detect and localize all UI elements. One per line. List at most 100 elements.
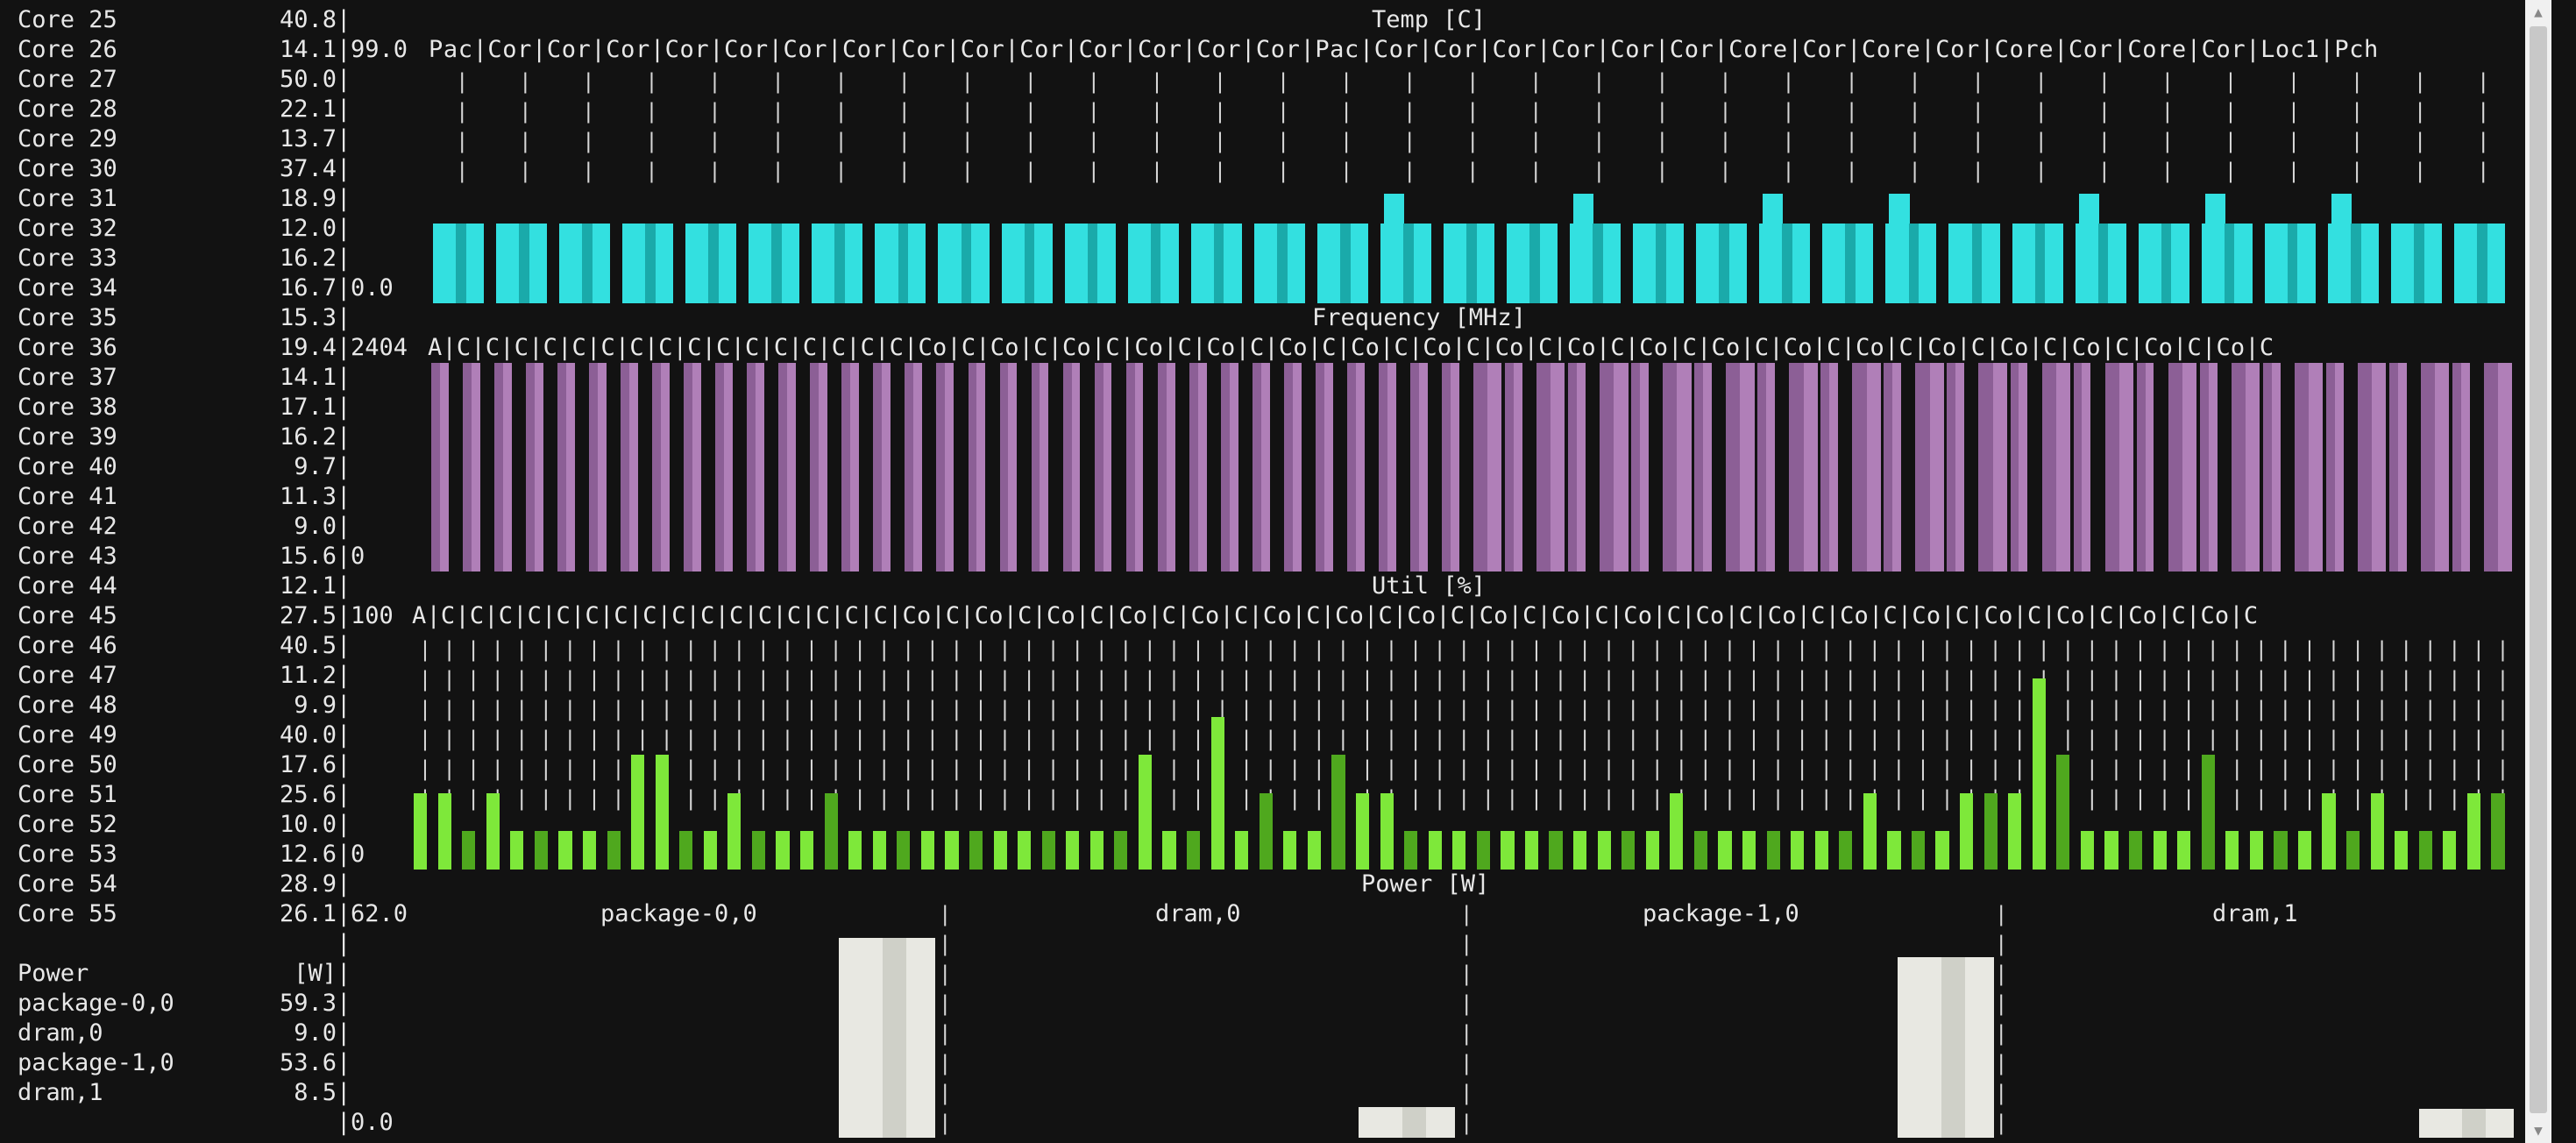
util-grid-tick: | <box>1167 727 1181 751</box>
util-grid-tick: | <box>1675 637 1688 662</box>
util-grid-tick: | <box>466 697 480 721</box>
temp-grid-tick: | <box>456 129 469 153</box>
util-grid-tick: | <box>1095 667 1108 692</box>
temp-grid-tick: | <box>2476 69 2490 94</box>
util-grid-tick: | <box>2133 786 2147 811</box>
util-bar <box>534 831 548 870</box>
power-section-divider: | <box>939 1081 952 1105</box>
util-grid-tick: | <box>1070 727 1084 751</box>
temp-grid-tick: | <box>1593 99 1606 124</box>
util-bar <box>1791 831 1805 870</box>
power-section-divider: | <box>1995 902 2008 926</box>
scroll-down-arrow-icon[interactable]: ▼ <box>2534 1122 2543 1139</box>
freq-bar <box>1450 363 1459 572</box>
util-bar <box>1428 831 1442 870</box>
util-bar <box>751 831 766 870</box>
util-grid-tick: | <box>2182 667 2196 692</box>
axis-separator: | <box>337 543 351 570</box>
util-grid-tick: | <box>1941 697 1954 721</box>
scrollbar-thumb[interactable] <box>2530 26 2547 1113</box>
util-grid-tick: | <box>2423 667 2437 692</box>
util-grid-tick: | <box>1239 727 1253 751</box>
freq-bar <box>2372 363 2387 572</box>
freq-bar <box>1189 363 1198 572</box>
sidebar-core-value: 25.6 <box>279 781 337 808</box>
util-grid-tick: | <box>1119 697 1132 721</box>
util-bar <box>1983 792 1998 870</box>
power-section-divider: | <box>1995 932 2008 956</box>
util-grid-tick: | <box>1626 667 1640 692</box>
freq-bar <box>2199 363 2209 572</box>
temp-grid-tick: | <box>2034 99 2047 124</box>
scroll-up-arrow-icon[interactable]: ▲ <box>2534 4 2543 20</box>
util-grid-tick: | <box>2472 727 2486 751</box>
temp-grid-tick: | <box>834 159 848 183</box>
freq-bar <box>2435 363 2450 572</box>
power-panel-title: Power [W] <box>1361 870 1490 898</box>
sidebar-core-label: Core 35 <box>18 304 117 331</box>
util-grid-tick: | <box>733 697 746 721</box>
temp-grid-tick: | <box>2224 159 2238 183</box>
util-grid-tick: | <box>1312 637 1326 662</box>
util-grid-tick: | <box>1602 756 1615 781</box>
temp-grid-tick: | <box>582 69 595 94</box>
util-grid-tick: | <box>877 667 891 692</box>
util-grid-tick: | <box>2351 756 2365 781</box>
freq-bar <box>1094 363 1103 572</box>
freq-bar <box>1505 363 1514 572</box>
util-grid-tick: | <box>1795 697 1809 721</box>
util-grid-tick: | <box>1191 637 1205 662</box>
freq-bar <box>715 363 725 572</box>
temp-grid-tick: | <box>1150 129 1164 153</box>
util-grid-tick: | <box>564 667 577 692</box>
temp-bar <box>496 224 520 303</box>
util-grid-tick: | <box>733 667 746 692</box>
util-grid-tick: | <box>1964 667 1978 692</box>
util-grid-tick: | <box>612 637 625 662</box>
freq-bar <box>999 363 1009 572</box>
sidebar-core-label: Core 39 <box>18 423 117 451</box>
util-grid-tick: | <box>1820 786 1833 811</box>
freq-bar <box>534 363 543 572</box>
util-grid-tick: | <box>1602 727 1615 751</box>
util-grid-tick: | <box>1070 786 1084 811</box>
util-bar <box>1210 716 1224 870</box>
temp-bar <box>1507 224 1530 303</box>
util-grid-tick: | <box>2085 756 2099 781</box>
util-grid-tick: | <box>1795 727 1809 751</box>
util-grid-tick: | <box>708 667 721 692</box>
util-grid-tick: | <box>1916 637 1930 662</box>
util-bar <box>1501 831 1515 870</box>
util-grid-tick: | <box>1820 667 1833 692</box>
util-grid-tick: | <box>1771 756 1785 781</box>
temp-bar <box>465 224 485 303</box>
util-grid-tick: | <box>1288 667 1302 692</box>
util-grid-tick: | <box>1191 756 1205 781</box>
util-grid-tick: | <box>1989 756 2002 781</box>
util-grid-tick: | <box>2399 756 2413 781</box>
sidebar-core-value: 12.1 <box>279 572 337 600</box>
util-grid-tick: | <box>2375 756 2388 781</box>
util-grid-tick: | <box>1119 786 1132 811</box>
util-grid-tick: | <box>805 756 819 781</box>
util-bar <box>607 831 621 870</box>
sidebar-core-label: Core 45 <box>18 602 117 629</box>
sidebar-core-label: Core 32 <box>18 215 117 242</box>
axis-separator: | <box>337 304 351 331</box>
temp-bar <box>875 224 898 303</box>
sidebar-core-label: Core 29 <box>18 125 117 153</box>
util-grid-tick: | <box>1820 727 1833 751</box>
util-bar <box>872 831 886 870</box>
util-bar <box>1960 792 1974 870</box>
temp-bar <box>559 224 583 303</box>
sidebar-core-value: 19.4 <box>279 334 337 361</box>
power-section-divider: | <box>1995 1111 2008 1135</box>
sidebar-core-value: 12.0 <box>279 215 337 242</box>
sidebar-core-value: 26.1 <box>279 900 337 927</box>
util-grid-tick: | <box>1747 786 1761 811</box>
util-grid-tick: | <box>1844 727 1857 751</box>
util-grid-tick: | <box>2254 637 2268 662</box>
temp-grid-tick: | <box>519 159 532 183</box>
util-grid-tick: | <box>2085 727 2099 751</box>
sidebar-power-value: 9.0 <box>294 1019 337 1047</box>
